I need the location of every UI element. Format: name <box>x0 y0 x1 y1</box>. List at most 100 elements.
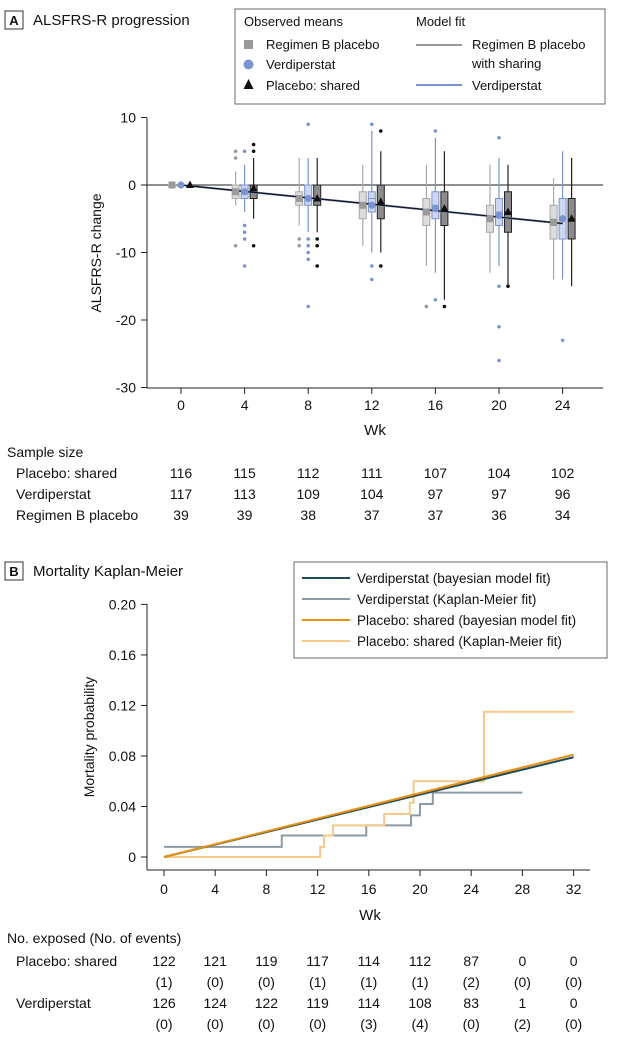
risk-table-exposed: 108 <box>408 995 432 1011</box>
outlier-point <box>233 243 238 248</box>
x-tick-label: 24 <box>463 881 479 897</box>
legend-model-regimen-b-line1: Regimen B placebo <box>472 37 585 52</box>
outlier-point <box>506 284 510 289</box>
risk-table-exposed: 0 <box>570 995 578 1011</box>
sample-size-cell: 37 <box>364 507 380 523</box>
risk-table-exposed: 122 <box>255 995 279 1011</box>
sample-size-cell: 104 <box>487 465 511 481</box>
risk-table-exposed: 122 <box>152 953 176 969</box>
panel-a-model-fit <box>168 180 576 226</box>
outlier-point <box>306 304 311 309</box>
y-tick-label: 0.08 <box>109 748 136 764</box>
legend-label: Placebo: shared (Kaplan-Meier fit) <box>357 634 562 649</box>
outlier-point <box>442 304 447 309</box>
panel-a-y-label: ALSFRS-R change <box>88 193 104 312</box>
x-tick-label: 12 <box>364 397 380 413</box>
x-tick-label: 12 <box>310 881 326 897</box>
outlier-point <box>242 264 247 268</box>
legend-triangle-marker <box>243 79 254 89</box>
panel-b-letter-box <box>4 561 24 581</box>
sample-size-cell: 37 <box>428 507 444 523</box>
risk-table-exposed: 87 <box>463 953 479 969</box>
panel-a-x-label: Wk <box>364 422 386 439</box>
mean-marker-circle <box>304 194 312 203</box>
outlier-point <box>315 264 320 268</box>
sample-size-cell: 107 <box>424 465 448 481</box>
risk-table-row-label: Placebo: shared <box>16 953 117 969</box>
outlier-point <box>306 250 311 255</box>
panel-b-letter: B <box>9 564 18 579</box>
mean-marker-triangle <box>440 204 449 212</box>
outlier-point <box>497 358 501 363</box>
mean-marker-square <box>168 181 176 189</box>
risk-table: Placebo: shared 122 (1) 121 (0) 119 (0) 117 (1) 1… <box>16 953 582 1032</box>
outlier-point <box>497 135 501 140</box>
sample-size-cell: 97 <box>491 486 507 502</box>
risk-table-exposed: 124 <box>204 995 228 1011</box>
outlier-point <box>433 297 438 302</box>
outlier-point <box>251 149 256 154</box>
y-tick-label: -10 <box>116 245 136 261</box>
legend-model-regimen-b-line2: with sharing <box>471 56 541 71</box>
risk-table-events: (1) <box>309 974 326 990</box>
x-tick-label: 16 <box>361 881 377 897</box>
panel-a-letter: A <box>9 13 19 28</box>
risk-table-events: (2) <box>514 1016 531 1032</box>
outlier-point <box>242 149 247 154</box>
mean-marker-triangle <box>313 194 322 202</box>
panel-a-title: ALSFRS-R progression <box>33 12 190 29</box>
mean-marker-circle <box>559 215 567 223</box>
outlier-point <box>297 243 302 248</box>
outlier-point <box>379 264 383 268</box>
outlier-point <box>242 223 247 228</box>
sample-size-cell: 39 <box>173 507 189 523</box>
legend-model-verdiperstat: Verdiperstat <box>472 78 542 93</box>
risk-table-events: (0) <box>155 1016 172 1032</box>
panel-a: A ALSFRS-R progression Observed means Mo… <box>4 8 606 523</box>
risk-table-events: (2) <box>463 974 480 990</box>
outlier-point <box>370 264 374 268</box>
risk-table-events: (0) <box>309 1016 326 1032</box>
panel-a-x-ticks: 0 4 8 12 16 20 24 <box>177 388 571 413</box>
legend-observed-title: Observed means <box>244 14 343 29</box>
sample-size-cell: 117 <box>170 486 193 502</box>
legend-label: Verdiperstat (Kaplan-Meier fit) <box>357 592 536 607</box>
mean-marker-triangle <box>504 207 512 215</box>
mean-marker-triangle <box>567 214 576 222</box>
sample-size-cell: 96 <box>555 486 571 502</box>
outlier-point <box>306 243 311 248</box>
mean-marker-square <box>550 218 558 226</box>
risk-table-exposed: 119 <box>255 953 278 969</box>
panel-a-boxplots <box>168 122 576 363</box>
panel-b-legend-items: Verdiperstat (bayesian model fit) Verdipe… <box>302 571 576 649</box>
risk-table-events: (0) <box>207 1016 224 1032</box>
sample-size-table: Placebo: shared 116 115 112 111 107 104 102 Verd… <box>16 465 574 523</box>
risk-table-events: (4) <box>411 1016 428 1032</box>
panel-a-y-ticks: 10 0 -10 -20 -30 <box>116 110 147 396</box>
curve-kaplan-meier <box>164 791 523 848</box>
panel-b-curves <box>163 710 574 858</box>
risk-table-events: (0) <box>258 974 275 990</box>
sample-size-title: Sample size <box>7 444 83 460</box>
legend-label: Verdiperstat (bayesian model fit) <box>357 571 551 586</box>
panel-a-letter-box <box>4 10 24 30</box>
outlier-point <box>560 338 565 343</box>
y-tick-label: 0.20 <box>109 596 136 612</box>
mean-marker-circle <box>177 181 185 189</box>
risk-table-row-label: Verdiperstat <box>16 995 91 1011</box>
panel-b-x-ticks: 0 4 8 12 16 20 24 28 32 <box>160 870 582 897</box>
sample-size-cell: 111 <box>361 465 382 481</box>
risk-table-events: (0) <box>565 1016 582 1032</box>
x-tick-label: 28 <box>515 881 531 897</box>
risk-table-exposed: 0 <box>519 953 527 969</box>
outlier-point <box>315 237 320 241</box>
mean-marker-square <box>486 215 494 223</box>
mean-marker-triangle <box>376 197 385 205</box>
curve-model-fit <box>163 753 574 858</box>
x-tick-label: 20 <box>412 881 428 897</box>
panel-b-y-ticks: 0 0.04 0.08 0.12 0.16 0.20 <box>109 596 147 865</box>
sample-size-row-label: Regimen B placebo <box>16 507 138 523</box>
mean-marker-triangle <box>186 180 194 188</box>
curve-kaplan-meier <box>164 710 574 858</box>
